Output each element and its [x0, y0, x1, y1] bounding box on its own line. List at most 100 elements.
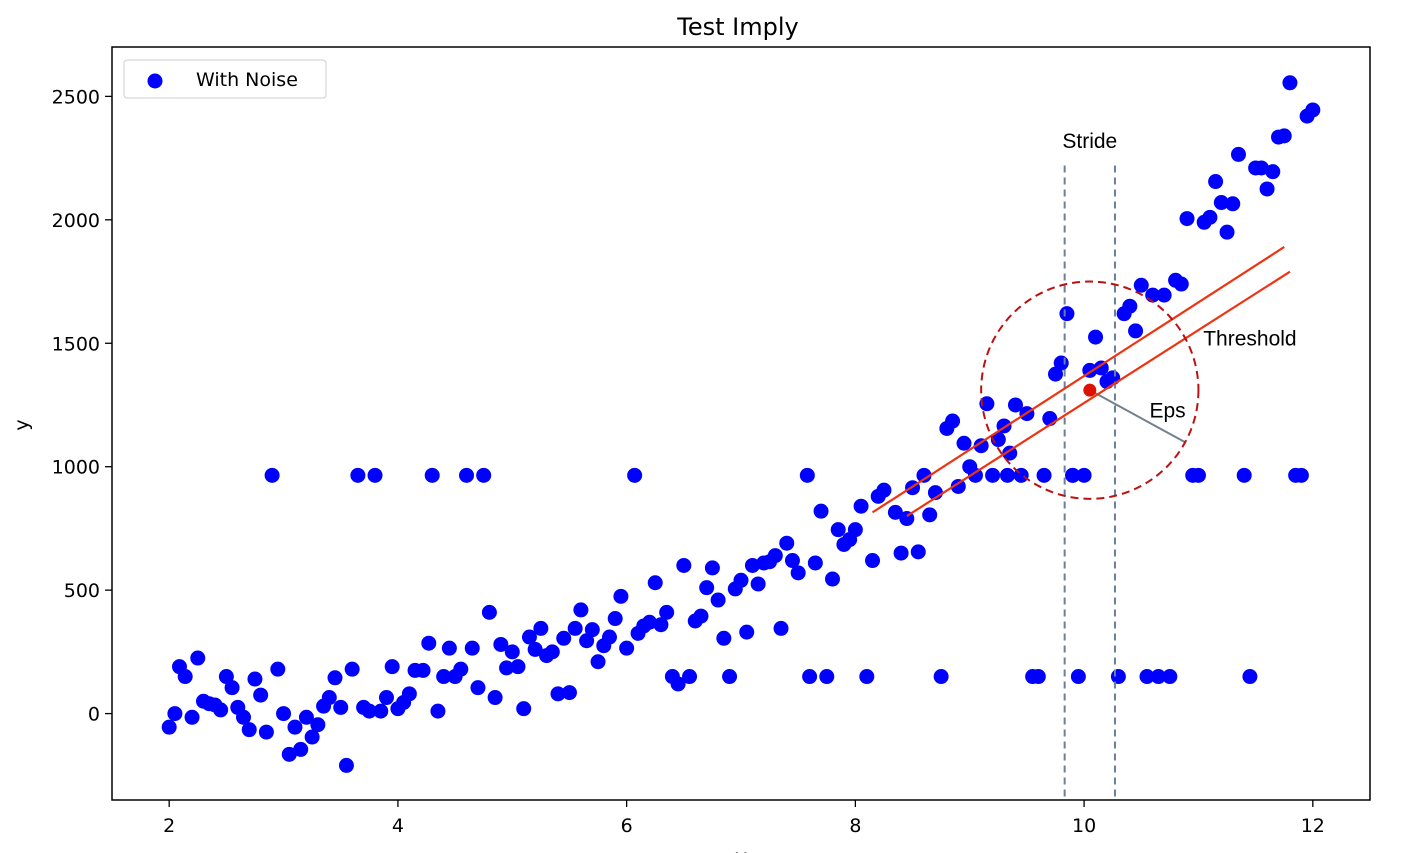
data-point [784, 553, 800, 569]
data-point [253, 687, 269, 703]
data-point [327, 670, 343, 686]
data-point [1225, 196, 1241, 212]
data-point [459, 467, 475, 483]
data-point [276, 706, 292, 722]
data-point [722, 669, 738, 685]
y-tick-label: 1000 [52, 457, 100, 479]
data-point [767, 548, 783, 564]
data-point [361, 703, 377, 719]
x-axis-label: X [734, 849, 747, 853]
data-point [527, 641, 543, 657]
data-point [384, 659, 400, 675]
data-point [1110, 669, 1126, 685]
data-point [561, 685, 577, 701]
data-point [590, 654, 606, 670]
data-point [956, 435, 972, 451]
data-point [550, 686, 566, 702]
data-point [1036, 467, 1052, 483]
x-tick-label: 4 [392, 815, 404, 837]
eps-line [1089, 389, 1186, 443]
data-point [1150, 669, 1166, 685]
data-point [481, 604, 497, 620]
data-point [893, 545, 909, 561]
data-point [1007, 397, 1023, 413]
data-point [350, 467, 366, 483]
data-point [699, 580, 715, 596]
data-point [1002, 445, 1018, 461]
data-point [310, 717, 326, 733]
data-point [859, 669, 875, 685]
data-point [1179, 211, 1195, 227]
data-point [799, 467, 815, 483]
data-point [161, 719, 177, 735]
data-point [1293, 467, 1309, 483]
data-point [270, 661, 286, 677]
data-point [676, 557, 692, 573]
x-tick-label: 6 [621, 815, 633, 837]
stride-annotation: Stride [1062, 130, 1117, 153]
data-point [910, 544, 926, 560]
y-tick-label: 2000 [52, 210, 100, 232]
data-point [1133, 277, 1149, 293]
data-point [1253, 160, 1269, 176]
data-point [521, 629, 537, 645]
data-point [344, 661, 360, 677]
data-point [1088, 329, 1104, 345]
data-point [1162, 669, 1178, 685]
data-point [293, 741, 309, 757]
data-point [218, 669, 234, 685]
data-point [281, 746, 297, 762]
data-point [1059, 306, 1075, 322]
x-tick-label: 10 [1072, 815, 1096, 837]
data-point [613, 588, 629, 604]
data-point [1139, 669, 1155, 685]
data-point [847, 522, 863, 538]
data-point [1202, 209, 1218, 225]
data-point [865, 553, 881, 569]
data-point [739, 624, 755, 640]
data-point [298, 709, 314, 725]
data-point [1219, 224, 1235, 240]
data-point [1259, 181, 1275, 197]
data-point [704, 560, 720, 576]
data-point [1265, 164, 1281, 180]
data-point [1305, 102, 1321, 118]
data-point [627, 467, 643, 483]
plot-frame [111, 46, 1371, 801]
data-point [985, 467, 1001, 483]
data-point [607, 611, 623, 627]
data-point [916, 467, 932, 483]
data-point [733, 572, 749, 588]
data-point [1105, 370, 1121, 386]
data-point [1276, 128, 1292, 144]
data-point [659, 604, 675, 620]
legend-box [123, 59, 327, 99]
x-tick-label: 12 [1301, 815, 1325, 837]
data-point [876, 482, 892, 498]
data-point [213, 702, 229, 718]
data-point [950, 478, 966, 494]
data-point [430, 703, 446, 719]
data-point [184, 709, 200, 725]
data-point [464, 640, 480, 656]
data-point [922, 507, 938, 523]
data-point [241, 722, 257, 738]
data-point [945, 413, 961, 429]
data-point [321, 690, 337, 706]
data-point [258, 724, 274, 740]
y-axis-label: y [11, 419, 33, 430]
y-tick-label: 2500 [52, 86, 100, 108]
x-tick-label: 2 [163, 815, 175, 837]
data-point [499, 660, 515, 676]
data-point [1070, 669, 1086, 685]
data-point [287, 719, 303, 735]
data-point [401, 686, 417, 702]
data-point [601, 629, 617, 645]
data-point [190, 650, 206, 666]
data-point [1230, 146, 1246, 162]
data-point [933, 669, 949, 685]
threshold-line [871, 246, 1285, 514]
data-point [264, 467, 280, 483]
data-point [533, 620, 549, 636]
